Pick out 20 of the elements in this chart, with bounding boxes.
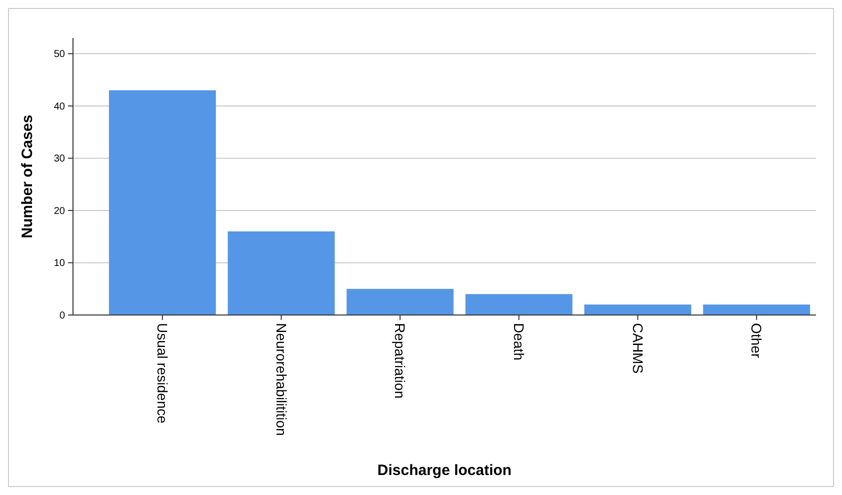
x-tick-label: Repatriation — [392, 323, 408, 398]
bar — [584, 304, 692, 315]
bar — [465, 294, 572, 315]
bar — [228, 231, 335, 315]
bar — [703, 304, 810, 315]
y-tick-label: 10 — [54, 258, 66, 270]
y-tick-label: 40 — [54, 101, 66, 112]
x-tick-label: Neurorehabilitition — [273, 323, 290, 436]
bar — [108, 90, 216, 315]
x-tick-label: Usual residence — [154, 323, 171, 424]
y-tick-label: 20 — [54, 206, 66, 217]
x-tick-label: CAHMS — [630, 323, 646, 374]
x-tick-label: Other — [748, 323, 765, 358]
y-tick-label: 50 — [54, 49, 66, 60]
y-tick-label: 30 — [54, 154, 66, 165]
x-tick-label: Death — [511, 323, 528, 360]
x-axis-title: Discharge location — [377, 462, 512, 479]
y-tick-label: 0 — [59, 310, 66, 322]
bar — [346, 288, 454, 315]
y-axis-title: Number of Cases — [19, 114, 36, 238]
